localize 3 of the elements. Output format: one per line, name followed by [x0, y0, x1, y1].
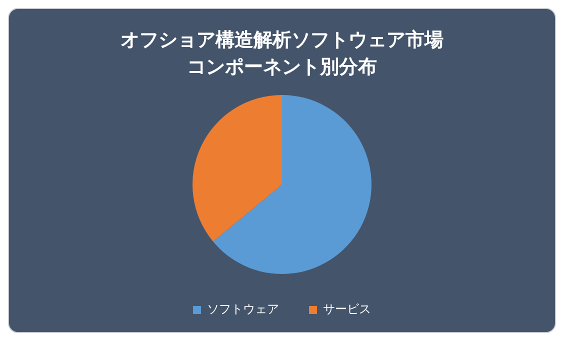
chart-title: オフショア構造解析ソフトウェア市場コンポーネント別分布	[120, 28, 444, 80]
legend-label: ソフトウェア	[207, 302, 279, 316]
legend-label: サービス	[323, 302, 371, 316]
